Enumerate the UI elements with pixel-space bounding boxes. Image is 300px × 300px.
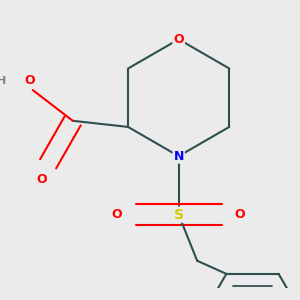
Text: S: S (174, 208, 184, 222)
Text: N: N (173, 150, 184, 163)
Text: O: O (37, 173, 47, 186)
Text: H: H (0, 76, 7, 86)
Text: O: O (112, 208, 122, 221)
Text: O: O (24, 74, 35, 87)
Text: O: O (173, 33, 184, 46)
Text: O: O (235, 208, 245, 221)
